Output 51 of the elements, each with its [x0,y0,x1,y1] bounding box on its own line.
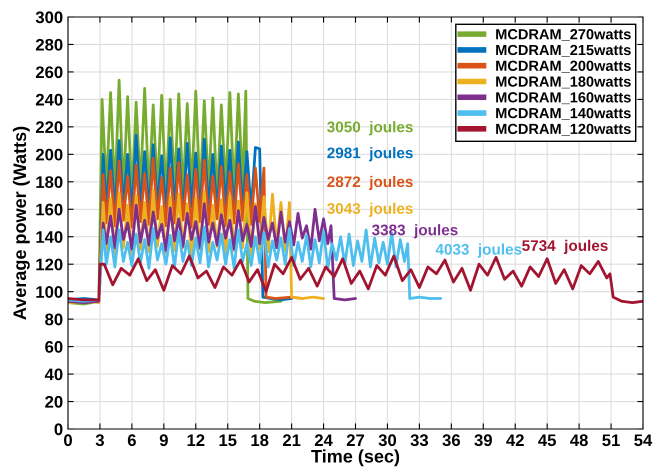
legend-label: MCDRAM_200watts [496,60,631,73]
legend-label: MCDRAM_270watts [496,29,631,42]
x-tick-label: 0 [64,434,72,446]
annotation: 5734 joules [522,240,608,254]
x-axis-title: Time (sec) [311,449,400,466]
x-tick-label: 12 [188,434,204,446]
y-tick-label: 240 [36,94,62,106]
y-tick-label: 300 [36,11,62,24]
x-tick-label: 6 [128,434,136,446]
x-tick-label: 15 [220,434,237,446]
x-tick-label: 36 [442,434,460,446]
legend-label: MCDRAM_215watts [496,44,631,57]
x-tick-label: 18 [251,434,268,446]
y-tick-label: 0 [54,423,62,436]
x-tick-label: 27 [346,434,364,446]
legend-label: MCDRAM_140watts [496,108,631,120]
x-tick-label: 54 [634,434,652,446]
x-tick-label: 51 [602,434,620,446]
x-tick-label: 24 [314,434,333,446]
y-tick-label: 260 [36,66,62,78]
annotation: 3043 joules [327,202,413,217]
x-tick-label: 3 [96,434,104,446]
x-tick-label: 42 [506,434,524,446]
annotation: 3383 joules [372,224,458,238]
x-tick-label: 21 [282,434,300,446]
legend-label: MCDRAM_120watts [496,124,631,136]
x-tick-label: 9 [160,434,168,446]
legend-label: MCDRAM_180watts [496,76,631,88]
annotation: 2981 joules [327,147,413,162]
y-tick-label: 280 [36,38,62,51]
x-tick-label: 30 [378,434,396,446]
annotation: 2872 joules [327,176,413,190]
x-tick-label: 48 [570,434,588,446]
y-tick-label: 160 [36,204,62,216]
x-tick-label: 33 [410,434,428,446]
y-tick-label: 80 [45,314,62,326]
y-tick-label: 180 [36,176,62,188]
y-tick-label: 200 [36,148,62,161]
y-tick-label: 100 [36,286,62,298]
x-tick-label: 39 [474,434,492,446]
legend-label: MCDRAM_160watts [496,92,631,104]
y-axis-title: Average power (Watts) [12,126,30,320]
annotation: 4033 joules [436,243,522,258]
annotation: 3050 joules [327,121,413,136]
y-tick-label: 60 [45,341,62,353]
y-tick-label: 20 [45,396,62,408]
y-tick-label: 120 [36,258,62,270]
y-tick-label: 220 [36,121,62,134]
x-tick-label: 45 [538,434,556,446]
y-tick-label: 140 [36,231,62,243]
y-tick-label: 40 [44,368,62,380]
